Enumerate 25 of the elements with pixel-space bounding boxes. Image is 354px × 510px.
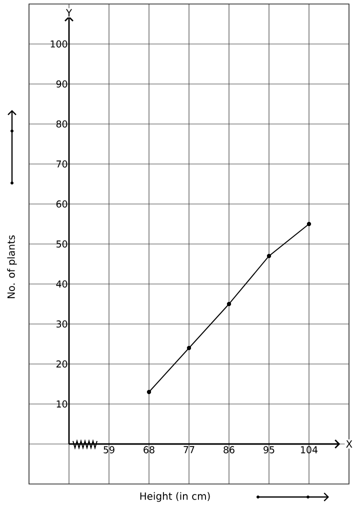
- y-axis-title: No. of plants: [7, 235, 17, 298]
- point: [266, 254, 272, 258]
- y-tick-label: 30: [56, 320, 68, 328]
- y-tick-label: 60: [56, 200, 68, 208]
- y-tick-label: 90: [56, 80, 68, 88]
- y-tick-label: 80: [56, 120, 68, 128]
- y-tick-label: 100: [50, 40, 68, 48]
- x-tick-label: 104: [301, 446, 318, 454]
- point: [146, 390, 152, 394]
- y-tick-label: 40: [56, 280, 68, 288]
- y-tick-label: 10: [56, 400, 68, 408]
- annotation: X: [346, 440, 352, 448]
- x-tick-label: 68: [144, 446, 154, 454]
- x-tick-label: 59: [104, 446, 114, 454]
- x-axis-title: Height (in cm): [140, 492, 210, 502]
- point: [226, 302, 232, 306]
- point: [186, 346, 192, 350]
- annotation: Y: [66, 9, 72, 16]
- y-tick-label: 20: [56, 360, 68, 368]
- point: [306, 222, 312, 226]
- y-tick-label: 70: [56, 160, 68, 168]
- x-tick-label: 77: [184, 446, 194, 454]
- x-tick-label: 95: [264, 446, 274, 454]
- x-tick-label: 86: [224, 446, 234, 454]
- y-tick-label: 50: [56, 240, 68, 248]
